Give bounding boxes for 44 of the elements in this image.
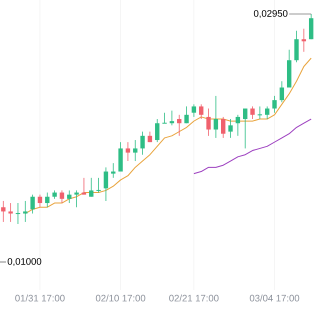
candlestick bbox=[170, 110, 174, 126]
candlestick bbox=[74, 190, 79, 208]
candlestick bbox=[38, 194, 42, 208]
x-tick-label: 02/21 17:00 bbox=[169, 294, 219, 302]
candlestick bbox=[118, 142, 123, 172]
candlestick bbox=[192, 104, 196, 118]
candlestick bbox=[111, 162, 116, 178]
candlestick bbox=[250, 106, 255, 120]
x-tick-label: 02/10 17:00 bbox=[96, 294, 146, 302]
candlestick bbox=[126, 142, 130, 162]
candlestick bbox=[280, 80, 284, 103]
candlestick bbox=[89, 177, 94, 198]
annotation: 0,02950 bbox=[254, 10, 288, 18]
candlestick bbox=[272, 96, 277, 114]
candlestick bbox=[184, 106, 189, 124]
candlestick bbox=[8, 202, 13, 222]
candlestick bbox=[67, 190, 72, 204]
x-tick-label: 01/31 17:00 bbox=[15, 294, 65, 302]
candlestick bbox=[104, 166, 108, 202]
candlestick bbox=[96, 177, 102, 193]
candlestick bbox=[133, 140, 138, 162]
candlestick bbox=[221, 116, 226, 138]
candlestick bbox=[236, 114, 240, 136]
candlestick bbox=[82, 177, 86, 196]
candlestick bbox=[23, 200, 28, 222]
candlestick bbox=[155, 118, 160, 143]
candlestick bbox=[242, 108, 248, 149]
candlestick bbox=[140, 131, 145, 156]
candlestick bbox=[199, 104, 204, 120]
candlestick bbox=[1, 200, 6, 222]
candlestick bbox=[302, 28, 306, 52]
candlestick bbox=[177, 114, 182, 136]
candlestick bbox=[30, 194, 35, 214]
candlestick bbox=[257, 106, 263, 120]
x-tick-label: 03/04 17:00 bbox=[250, 294, 300, 302]
candlestick bbox=[308, 14, 314, 40]
candlestick bbox=[60, 190, 64, 204]
candlestick bbox=[45, 192, 50, 208]
text: 0,01000 bbox=[8, 258, 42, 266]
candlestick bbox=[206, 108, 211, 136]
candlestick bbox=[214, 96, 218, 138]
candlestick bbox=[264, 106, 270, 120]
candlestick bbox=[162, 112, 168, 124]
candlestick bbox=[294, 30, 299, 63]
